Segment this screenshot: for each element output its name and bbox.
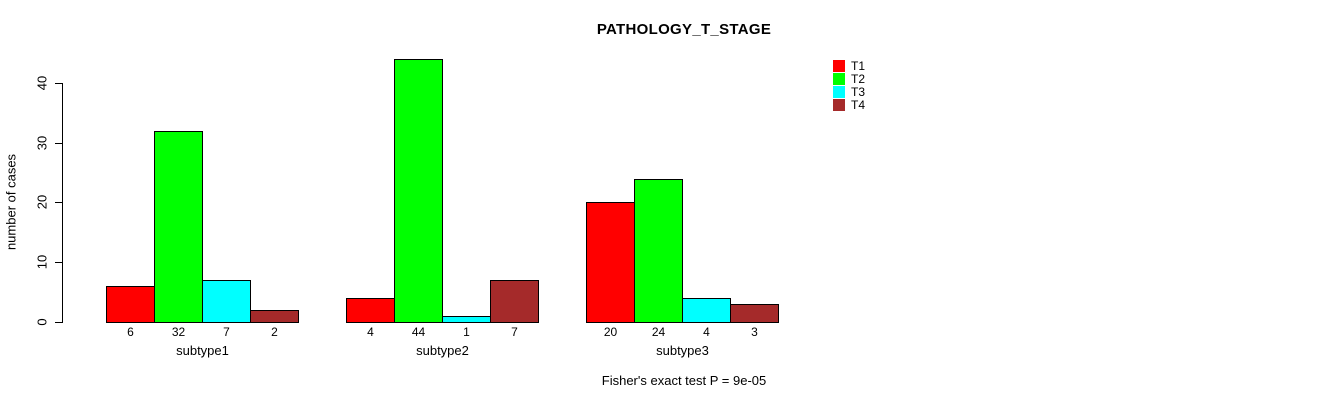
legend-label-T1: T1 [851, 59, 866, 73]
bar-value-label: 44 [411, 325, 426, 339]
y-tick-label: 0 [34, 318, 50, 326]
bar-value-label: 3 [751, 325, 758, 339]
chart-title: PATHOLOGY_T_STAGE [596, 21, 772, 38]
legend-swatch-T1 [833, 60, 845, 72]
bar-value-label: 24 [651, 325, 666, 339]
legend-swatch-T3 [833, 86, 845, 98]
y-tick-label: 30 [34, 135, 50, 151]
legend-label-T3: T3 [851, 85, 866, 99]
y-tick [55, 202, 63, 203]
bar-value-label: 2 [271, 325, 278, 339]
bar-value-label: 32 [171, 325, 186, 339]
y-tick [55, 322, 63, 323]
bar-subtype1-T3 [202, 280, 251, 323]
bar-value-label: 4 [703, 325, 710, 339]
bar-subtype2-T1 [346, 298, 395, 323]
bar-subtype2-T4 [490, 280, 539, 323]
bar-subtype1-T1 [106, 286, 155, 323]
y-tick [55, 143, 63, 144]
bar-subtype1-T4 [250, 310, 299, 323]
bar-value-label: 6 [127, 325, 134, 339]
bar-subtype3-T2 [634, 179, 683, 323]
y-tick-label: 10 [34, 254, 50, 270]
bar-value-label: 20 [603, 325, 618, 339]
legend-label-T4: T4 [851, 98, 866, 112]
bar-subtype2-T2 [394, 59, 443, 323]
legend-swatch-T2 [833, 73, 845, 85]
y-axis-line [62, 83, 63, 323]
bar-value-label: 7 [511, 325, 518, 339]
bar-value-label: 4 [367, 325, 374, 339]
legend-swatch-T4 [833, 99, 845, 111]
category-label: subtype2 [416, 343, 469, 358]
category-label: subtype3 [656, 343, 709, 358]
y-tick-label: 40 [34, 75, 50, 91]
bar-subtype3-T4 [730, 304, 779, 323]
y-tick [55, 262, 63, 263]
category-label: subtype1 [176, 343, 229, 358]
legend-label-T2: T2 [851, 72, 866, 86]
bar-value-label: 7 [223, 325, 230, 339]
bar-subtype2-T3 [442, 316, 491, 323]
bar-subtype3-T1 [586, 202, 635, 323]
y-tick [55, 83, 63, 84]
bar-subtype1-T2 [154, 131, 203, 323]
bar-value-label: 1 [463, 325, 470, 339]
y-tick-label: 20 [34, 194, 50, 210]
y-axis-label: number of cases [3, 153, 19, 251]
bar-subtype3-T3 [682, 298, 731, 323]
annotation-text: Fisher's exact test P = 9e-05 [601, 373, 767, 388]
